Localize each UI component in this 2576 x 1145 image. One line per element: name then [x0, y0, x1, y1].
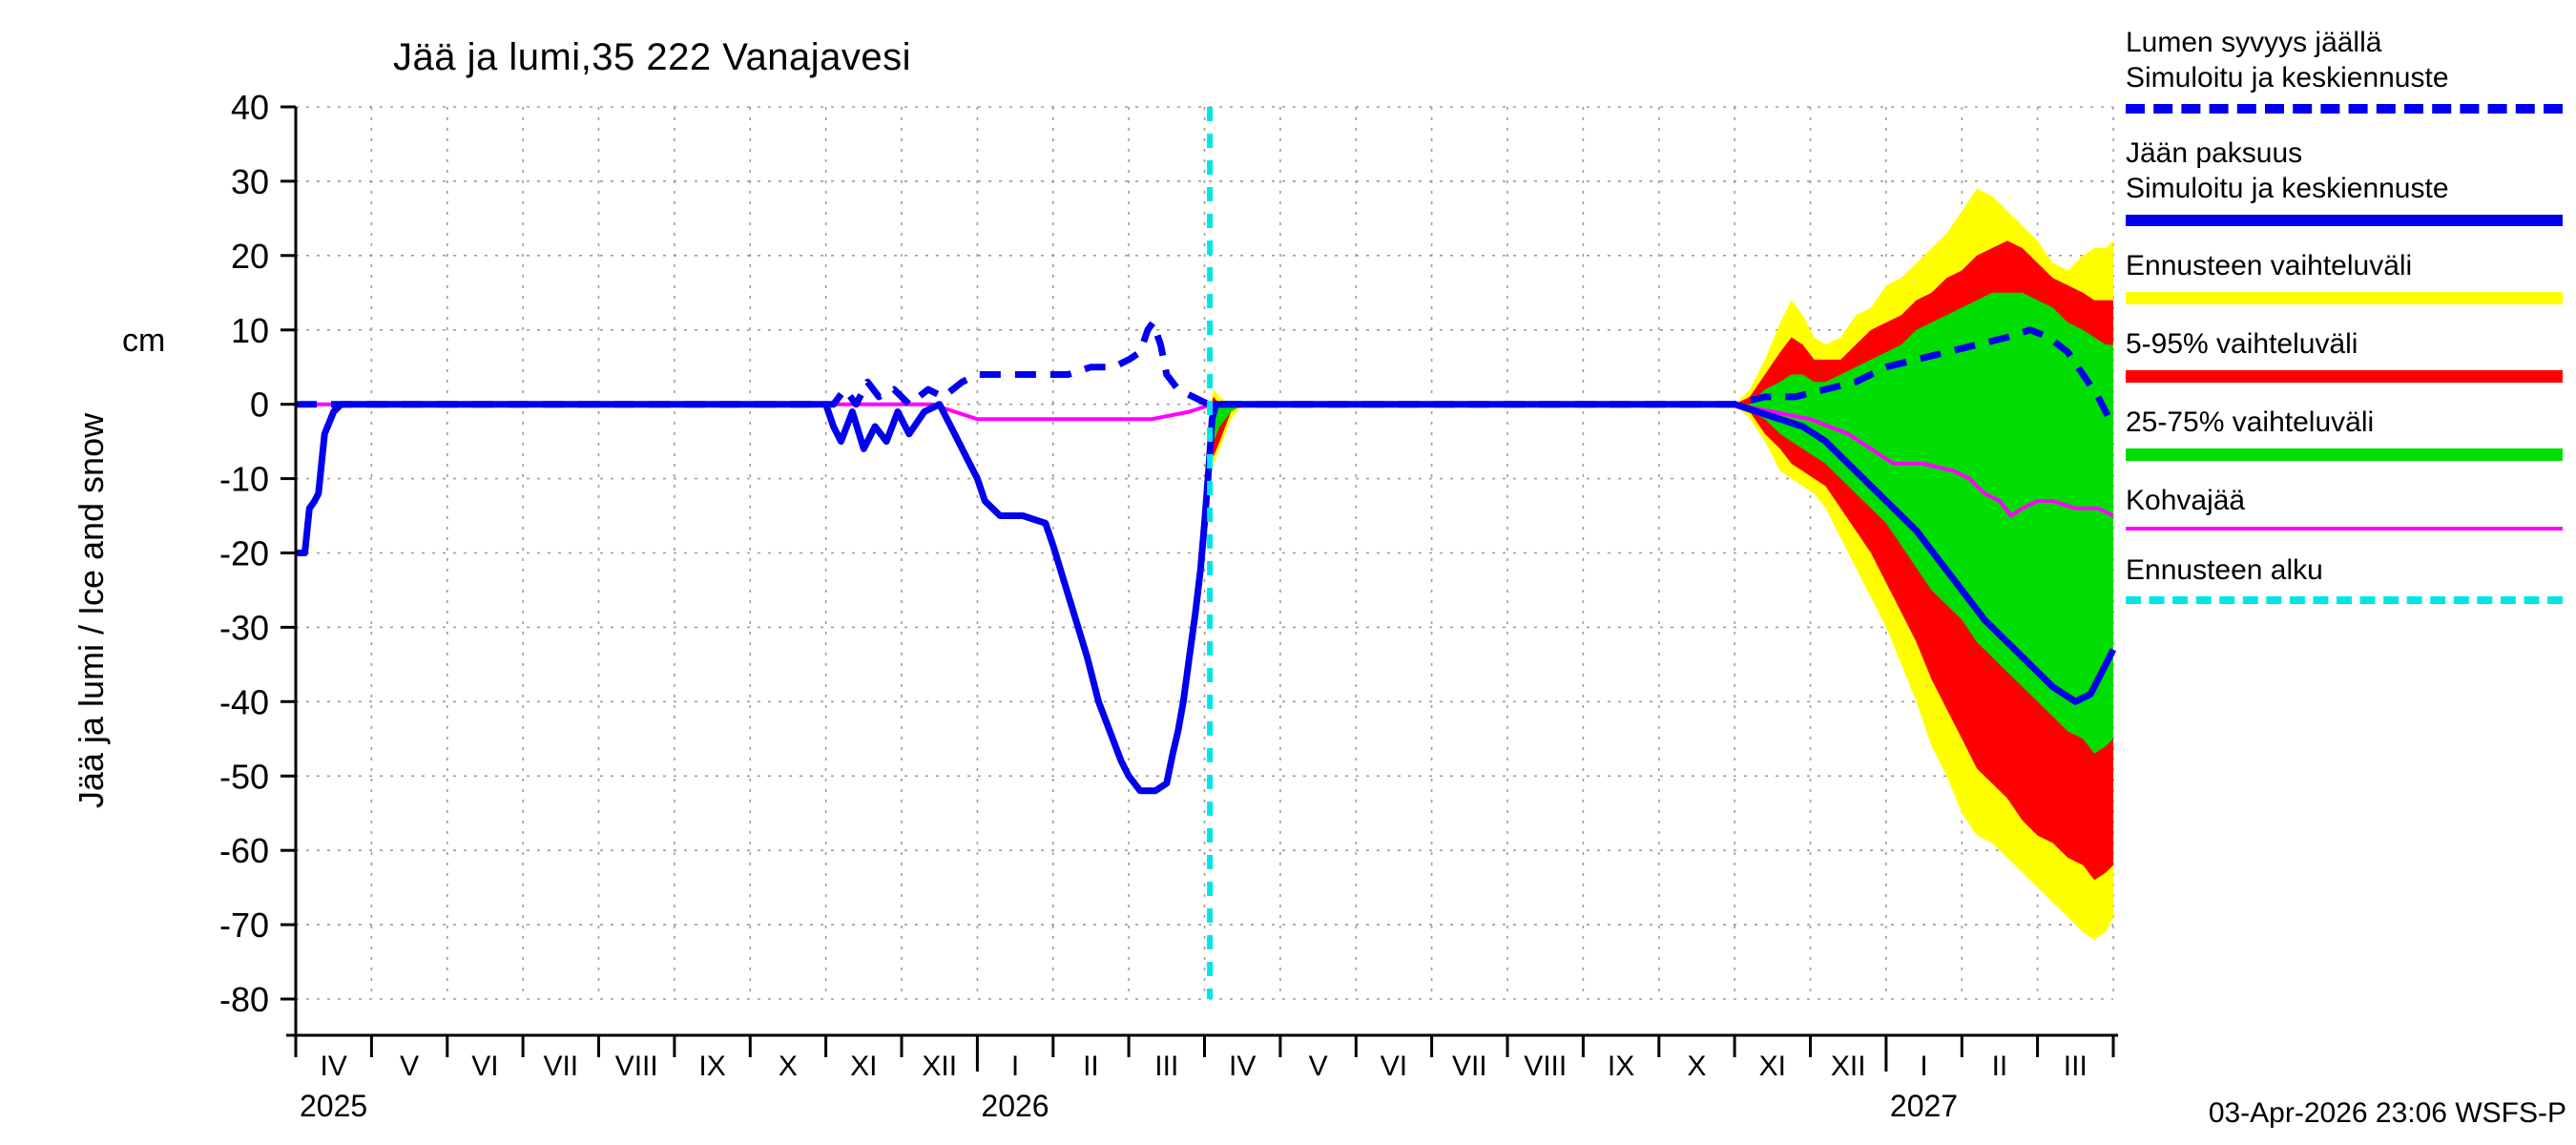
month-label: III — [2064, 1051, 2088, 1082]
month-label: II — [1083, 1051, 1099, 1082]
legend-label: Simuloitu ja keskiennuste — [2126, 173, 2449, 204]
month-label: IV — [321, 1051, 347, 1082]
year-label: 2026 — [981, 1089, 1049, 1123]
y-tick-label: -10 — [219, 460, 269, 499]
y-tick-label: 0 — [250, 385, 269, 425]
legend-label: Kohvajää — [2126, 485, 2246, 516]
y-tick-label: 10 — [231, 311, 269, 350]
month-label: V — [1309, 1051, 1328, 1082]
legend-entry: 5-95% vaihteluväli — [2126, 326, 2563, 383]
month-label: VII — [543, 1051, 578, 1082]
month-label: XII — [922, 1051, 957, 1082]
month-label: IV — [1229, 1051, 1256, 1082]
month-label: XII — [1831, 1051, 1866, 1082]
month-label: VII — [1452, 1051, 1487, 1082]
y-tick-label: -50 — [219, 757, 269, 796]
band-25-75-vaihteluv-li — [1210, 292, 2113, 754]
legend-entry: Kohvajää — [2126, 483, 2563, 531]
legend-entry: Jään paksuus Simuloitu ja keskiennuste — [2126, 135, 2563, 226]
month-label: III — [1154, 1051, 1178, 1082]
month-label: IX — [698, 1051, 725, 1082]
y-tick-label: -80 — [219, 980, 269, 1019]
y-tick-label: -60 — [219, 831, 269, 870]
legend-label: 5-95% vaihteluväli — [2126, 328, 2358, 360]
legend-label: Jään paksuus — [2126, 137, 2303, 169]
legend-line-sample — [2126, 527, 2563, 531]
series-kohvaj- — [296, 402, 2114, 518]
legend-line-sample — [2126, 448, 2563, 461]
month-label: VI — [1381, 1051, 1407, 1082]
legend-label: Lumen syvyys jäällä — [2126, 27, 2382, 58]
y-tick-label: 30 — [231, 162, 269, 201]
legend-entry: Ennusteen alku — [2126, 552, 2563, 604]
legend-label: Ennusteen vaihteluväli — [2126, 250, 2413, 281]
y-tick-label: -70 — [219, 906, 269, 945]
y-tick-label: 20 — [231, 237, 269, 276]
y-tick-label: -30 — [219, 608, 269, 647]
legend-line-sample — [2126, 104, 2563, 114]
y-axis-unit: cm — [122, 323, 166, 359]
y-tick-label: -40 — [219, 682, 269, 721]
legend-label: Ennusteen alku — [2126, 554, 2323, 586]
month-label: VIII — [615, 1051, 658, 1082]
y-tick-label: -20 — [219, 534, 269, 573]
legend-entry: 25-75% vaihteluväli — [2126, 405, 2563, 461]
month-label: I — [1920, 1051, 1927, 1082]
month-label: XI — [1759, 1051, 1786, 1082]
month-label: VIII — [1524, 1051, 1567, 1082]
month-label: X — [779, 1051, 798, 1082]
timestamp: 03-Apr-2026 23:06 WSFS-P — [2208, 1097, 2566, 1129]
legend-entry: Ennusteen vaihteluväli — [2126, 248, 2563, 304]
legend: Lumen syvyys jäällä Simuloitu ja keskienn… — [2126, 25, 2563, 626]
month-label: X — [1687, 1051, 1706, 1082]
month-label: XI — [850, 1051, 877, 1082]
year-label: 2025 — [300, 1089, 367, 1123]
legend-line-sample — [2126, 292, 2563, 304]
year-label: 2027 — [1890, 1089, 1958, 1123]
legend-line-sample — [2126, 596, 2563, 604]
legend-line-sample — [2126, 215, 2563, 226]
month-label: VI — [471, 1051, 498, 1082]
chart-title: Jää ja lumi,35 222 Vanajavesi — [393, 36, 911, 78]
series-lumen-syvyys-j-ll- — [296, 319, 2117, 428]
legend-label: 25-75% vaihteluväli — [2126, 406, 2375, 438]
legend-entry: Lumen syvyys jäällä Simuloitu ja keskienn… — [2126, 25, 2563, 114]
month-label: II — [1992, 1051, 2008, 1082]
month-label: IX — [1608, 1051, 1634, 1082]
month-label: I — [1011, 1051, 1019, 1082]
legend-line-sample — [2126, 370, 2563, 383]
legend-label: Simuloitu ja keskiennuste — [2126, 62, 2449, 94]
series-j-n-paksuus — [296, 401, 2117, 795]
month-label: V — [400, 1051, 419, 1082]
y-tick-label: 40 — [231, 88, 269, 127]
